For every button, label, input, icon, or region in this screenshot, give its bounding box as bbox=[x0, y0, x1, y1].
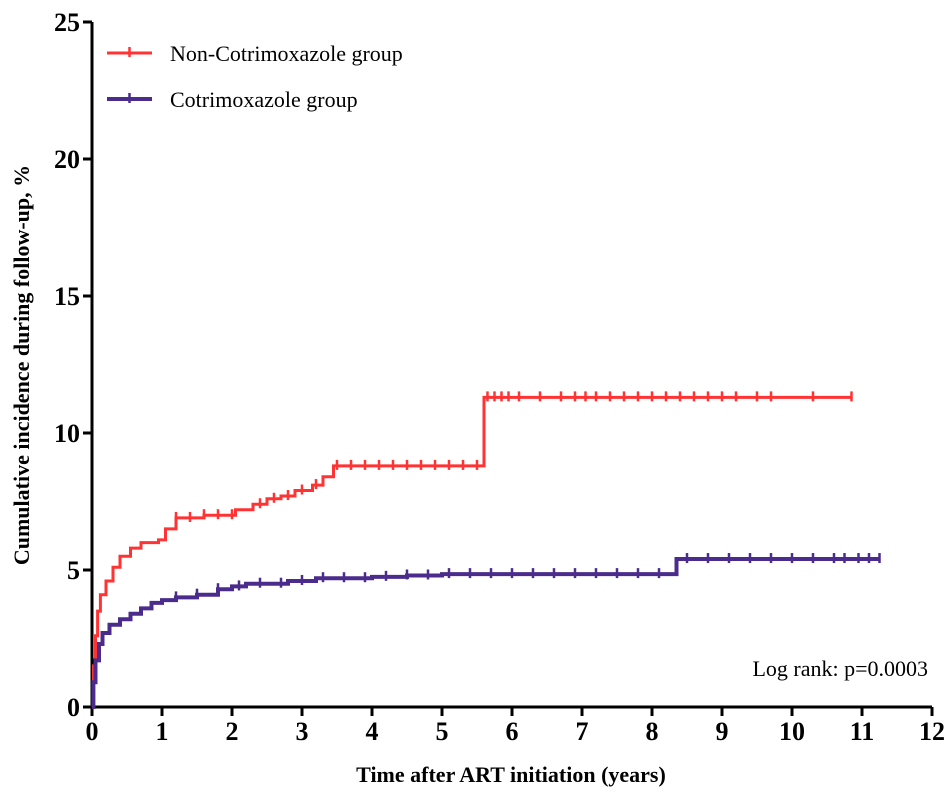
legend-label: Cotrimoxazole group bbox=[170, 87, 358, 112]
series-line bbox=[91, 557, 880, 709]
legend-label: Non-Cotrimoxazole group bbox=[170, 41, 403, 66]
log-rank-annotation: Log rank: p=0.0003 bbox=[752, 656, 928, 681]
x-tick-label: 3 bbox=[296, 717, 309, 746]
x-tick-label: 6 bbox=[506, 717, 519, 746]
x-tick-label: 2 bbox=[226, 717, 239, 746]
y-tick-label: 20 bbox=[54, 145, 80, 174]
series-1 bbox=[91, 553, 881, 709]
y-tick-label: 25 bbox=[54, 8, 80, 37]
x-tick-label: 5 bbox=[436, 717, 449, 746]
y-tick-label: 5 bbox=[67, 556, 80, 585]
x-tick-label: 8 bbox=[646, 717, 659, 746]
series-0 bbox=[91, 391, 853, 709]
x-tick-label: 0 bbox=[86, 717, 99, 746]
x-axis-title: Time after ART initiation (years) bbox=[356, 762, 666, 787]
series-line bbox=[91, 395, 852, 709]
x-tick-label: 9 bbox=[716, 717, 729, 746]
x-tick-label: 1 bbox=[156, 717, 169, 746]
x-tick-label: 4 bbox=[366, 717, 379, 746]
y-axis-title: Cumulative incidence during follow-up, % bbox=[9, 165, 34, 565]
y-tick-label: 10 bbox=[54, 419, 80, 448]
series-layer bbox=[91, 391, 881, 709]
y-tick-label: 15 bbox=[54, 282, 80, 311]
x-tick-label: 12 bbox=[919, 717, 945, 746]
x-tick-label: 11 bbox=[850, 717, 875, 746]
x-tick-label: 7 bbox=[576, 717, 589, 746]
y-tick-label: 0 bbox=[67, 693, 80, 722]
x-tick-label: 10 bbox=[779, 717, 805, 746]
legend: Non-Cotrimoxazole group Cotrimoxazole gro… bbox=[107, 41, 403, 112]
